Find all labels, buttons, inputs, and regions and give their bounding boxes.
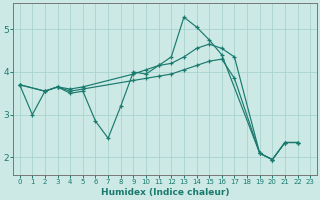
X-axis label: Humidex (Indice chaleur): Humidex (Indice chaleur) — [101, 188, 229, 197]
